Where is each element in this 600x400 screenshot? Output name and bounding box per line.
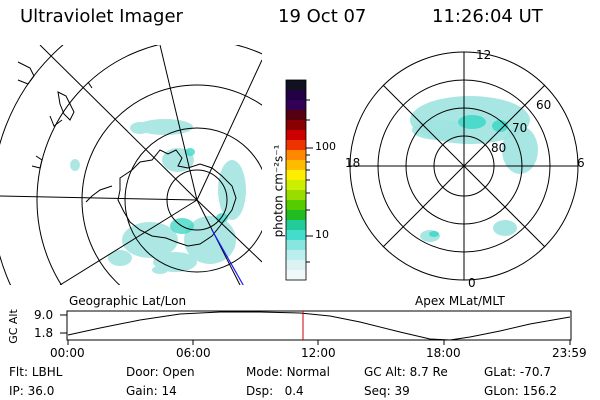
status-seq: Seq: 39 [364,384,410,398]
time-tick-1800: 18:00 [426,346,461,360]
altitude-axis-label: GC Alt [6,309,20,344]
colorbar-segment [286,270,306,281]
status-door: Door: Open [126,365,195,379]
altitude-tick-1-8: 1.8 [34,326,54,340]
time-tick-0000: 00:00 [50,346,85,360]
colorbar-segment [286,200,306,211]
time-tick-0600: 06:00 [176,346,211,360]
new-zealand-outline [49,91,75,127]
mlt-label-6: 6 [577,156,585,170]
mlt-label-0: 0 [468,276,476,290]
colorbar-segment [286,180,306,191]
colorbar-unit-label: photon cm⁻²s⁻¹ [271,144,286,238]
app-title: Ultraviolet Imager [20,6,183,27]
status-filter: Flt: LBHL [9,365,63,379]
altitude-plot [60,310,572,345]
colorbar-segment [286,230,306,241]
time-tick-2359: 23:59 [552,346,587,360]
date-label: 19 Oct 07 [278,6,367,27]
colorbar-segment [286,190,306,201]
polar-map-label: Apex MLat/MLT [415,294,505,308]
colorbar-segment [286,220,306,231]
colorbar-segment [286,240,306,251]
mlt-label-18: 18 [345,156,361,170]
colorbar-segment [286,160,306,171]
colorbar-ticks [306,99,313,263]
status-ip: IP: 36.0 [9,384,55,398]
geographic-map [0,45,262,285]
altitude-curve [67,311,571,341]
status-glat: GLat: -70.7 [484,365,551,379]
colorbar-segment [286,80,306,91]
mlat-label-70: 70 [512,121,528,135]
colorbar-segment [286,100,306,111]
colorbar-segment [286,150,306,161]
colorbar-segment [286,170,306,181]
colorbar-segment [286,140,306,151]
status-dsp: Dsp: 0.4 [246,384,304,398]
orbit-track [211,229,244,285]
colorbar-segment [286,250,306,261]
time-tick-1200: 12:00 [301,346,336,360]
colorbar-segment [286,110,306,121]
geographic-map-label: Geographic Lat/Lon [69,294,187,308]
colorbar-tick-10: 10 [315,228,329,241]
colorbar-segment [286,210,306,221]
geo-aurora-emission [70,119,246,274]
colorbar-segment [286,120,306,131]
mlat-label-60: 60 [536,98,552,112]
status-glon: GLon: 156.2 [484,384,557,398]
colorbar-segment [286,90,306,101]
colorbar-segment [286,130,306,141]
antarctica-outline [117,149,237,247]
status-gc-altitude: GC Alt: 8.7 Re [364,365,448,379]
altitude-tick-9: 9.0 [34,308,54,322]
mlt-label-12: 12 [476,48,492,62]
mlat-label-80: 80 [491,141,507,155]
colorbar-segment [286,260,306,271]
status-mode: Mode: Normal [246,365,330,379]
colorbar-tick-100: 100 [315,140,336,153]
time-label: 11:26:04 UT [432,6,543,27]
colorbar [286,80,306,281]
polar-map [349,51,579,281]
polar-aurora-emission [410,96,538,242]
status-gain: Gain: 14 [126,384,177,398]
